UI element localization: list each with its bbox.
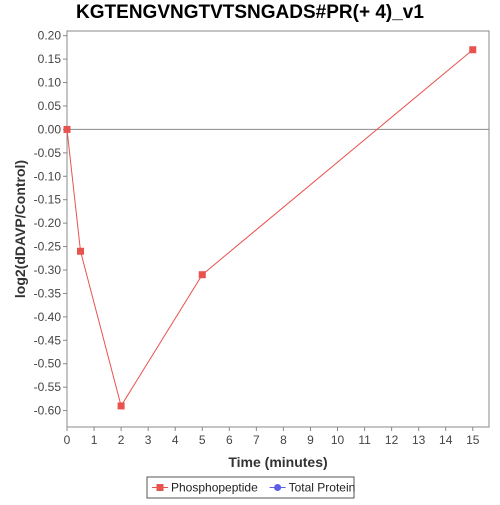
x-tick-label: 6 bbox=[226, 433, 233, 447]
y-tick-label: 0.10 bbox=[38, 76, 62, 90]
x-axis-label: Time (minutes) bbox=[228, 454, 327, 470]
y-tick-label: -0.40 bbox=[34, 310, 62, 324]
data-point bbox=[63, 125, 71, 133]
y-tick-label: -0.35 bbox=[34, 286, 62, 300]
x-tick-label: 13 bbox=[412, 433, 426, 447]
y-axis-label: log2(dDAVP/Control) bbox=[12, 160, 28, 298]
plot-area bbox=[66, 30, 490, 428]
y-tick-label: 0.00 bbox=[38, 122, 62, 136]
legend-marker bbox=[156, 484, 164, 491]
x-tick-label: 3 bbox=[145, 433, 152, 447]
y-tick-label: -0.55 bbox=[34, 380, 62, 394]
x-tick-label: 8 bbox=[280, 433, 287, 447]
y-tick-label: -0.10 bbox=[34, 169, 62, 183]
x-tick-label: 15 bbox=[466, 433, 480, 447]
y-tick-label: -0.60 bbox=[34, 404, 62, 418]
data-point bbox=[469, 46, 477, 54]
y-tick-label: -0.05 bbox=[34, 146, 62, 160]
x-tick-label: 11 bbox=[358, 433, 371, 447]
legend-box bbox=[146, 476, 355, 499]
y-tick-label: 0.20 bbox=[38, 29, 62, 43]
legend-marker bbox=[274, 484, 282, 491]
legend-label: Total Protein bbox=[289, 481, 356, 495]
x-tick-label: 12 bbox=[385, 433, 399, 447]
x-tick-label: 10 bbox=[331, 433, 345, 447]
x-tick-label: 1 bbox=[91, 433, 98, 447]
y-tick-label: -0.45 bbox=[34, 333, 62, 347]
y-tick-label: -0.20 bbox=[34, 216, 62, 230]
legend-label: Phosphopeptide bbox=[171, 481, 258, 495]
x-tick-label: 4 bbox=[172, 433, 179, 447]
x-tick-label: 5 bbox=[199, 433, 206, 447]
y-tick-label: -0.50 bbox=[34, 357, 62, 371]
x-tick-label: 14 bbox=[439, 433, 453, 447]
data-point bbox=[117, 402, 125, 410]
x-tick-label: 9 bbox=[307, 433, 314, 447]
y-tick-label: -0.25 bbox=[34, 240, 62, 254]
y-tick-label: -0.30 bbox=[34, 263, 62, 277]
y-tick-label: -0.15 bbox=[34, 193, 62, 207]
x-tick-label: 0 bbox=[64, 433, 71, 447]
data-point bbox=[77, 247, 85, 255]
data-point bbox=[198, 271, 206, 279]
x-tick-label: 2 bbox=[118, 433, 125, 447]
y-tick-label: 0.15 bbox=[38, 52, 62, 66]
chart-title: KGTENGVNGTVTSNGADS#PR(+ 4)_v1 bbox=[76, 2, 424, 23]
x-tick-label: 7 bbox=[253, 433, 260, 447]
y-tick-label: 0.05 bbox=[38, 99, 62, 113]
